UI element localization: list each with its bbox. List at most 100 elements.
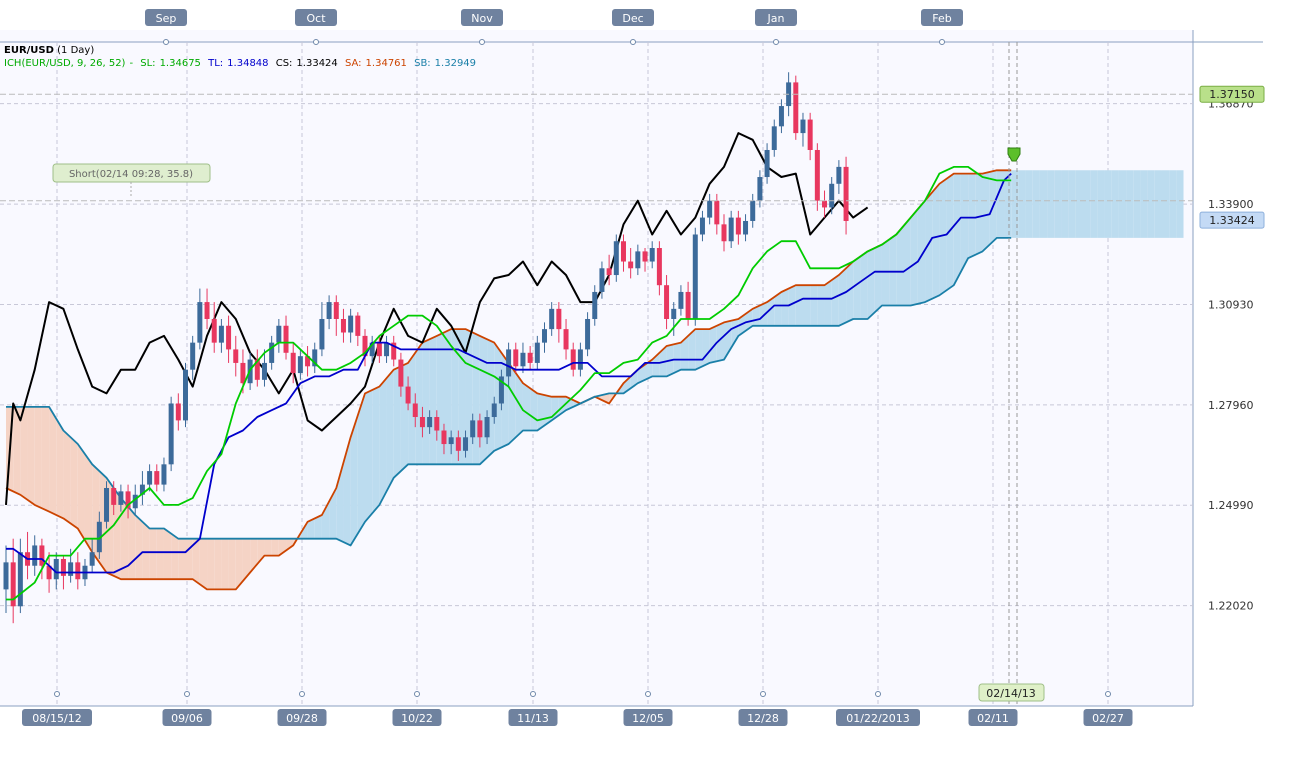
candle[interactable] <box>111 481 117 516</box>
candle[interactable] <box>75 552 81 590</box>
candle[interactable] <box>125 484 131 519</box>
candle[interactable] <box>168 396 174 472</box>
candle[interactable] <box>118 484 124 512</box>
candle[interactable] <box>671 302 677 336</box>
candle[interactable] <box>620 234 626 272</box>
candle[interactable] <box>333 295 339 336</box>
candle[interactable] <box>218 318 224 353</box>
candle[interactable] <box>556 302 562 343</box>
candle[interactable] <box>649 241 655 269</box>
candle[interactable] <box>197 288 203 350</box>
candle[interactable] <box>642 248 648 272</box>
candle[interactable] <box>470 413 476 445</box>
candle[interactable] <box>606 254 612 286</box>
candle[interactable] <box>613 234 619 282</box>
candle[interactable] <box>771 119 777 157</box>
candle[interactable] <box>53 552 59 590</box>
candle[interactable] <box>89 538 95 573</box>
candle[interactable] <box>563 318 569 360</box>
candle[interactable] <box>778 99 784 134</box>
candle[interactable] <box>183 362 188 428</box>
candle[interactable] <box>290 342 296 384</box>
candle[interactable] <box>32 535 38 576</box>
candle[interactable] <box>635 244 641 276</box>
candle[interactable] <box>412 393 418 428</box>
candle[interactable] <box>549 302 555 336</box>
candle[interactable] <box>297 349 303 380</box>
candle[interactable] <box>542 322 547 353</box>
candle[interactable] <box>427 410 433 434</box>
candle[interactable] <box>441 423 447 455</box>
candle[interactable] <box>319 302 325 357</box>
candle[interactable] <box>599 261 605 299</box>
candle[interactable] <box>570 342 576 377</box>
candle[interactable] <box>139 471 145 505</box>
candle[interactable] <box>355 312 361 347</box>
candle[interactable] <box>743 214 749 242</box>
candle[interactable] <box>434 410 440 441</box>
candle[interactable] <box>814 143 820 211</box>
candle[interactable] <box>269 335 275 370</box>
candle[interactable] <box>793 75 799 140</box>
candle[interactable] <box>46 552 52 593</box>
candle[interactable] <box>326 295 332 330</box>
candle[interactable] <box>664 275 670 330</box>
candle[interactable] <box>348 308 354 343</box>
candle[interactable] <box>843 156 849 235</box>
candle[interactable] <box>254 349 260 387</box>
candle[interactable] <box>721 214 727 252</box>
candle[interactable] <box>190 335 196 380</box>
candle[interactable] <box>17 538 23 614</box>
candle[interactable] <box>735 210 741 245</box>
candle[interactable] <box>477 413 483 448</box>
candle[interactable] <box>233 335 239 377</box>
candle[interactable] <box>506 342 512 387</box>
candle[interactable] <box>419 406 425 438</box>
candle[interactable] <box>362 329 368 367</box>
candle[interactable] <box>376 335 382 363</box>
candle[interactable] <box>96 511 102 559</box>
candle[interactable] <box>534 335 540 370</box>
candle[interactable] <box>822 190 828 218</box>
candle[interactable] <box>527 346 533 370</box>
candle[interactable] <box>312 342 318 374</box>
candle[interactable] <box>391 335 397 367</box>
candle[interactable] <box>628 248 634 279</box>
candle[interactable] <box>498 369 504 411</box>
candle[interactable] <box>448 430 454 455</box>
candle[interactable] <box>369 335 375 363</box>
candle[interactable] <box>800 112 806 147</box>
candle[interactable] <box>161 457 167 492</box>
candle[interactable] <box>398 352 404 397</box>
candle[interactable] <box>699 210 705 242</box>
candle[interactable] <box>829 177 835 215</box>
candle[interactable] <box>692 227 698 326</box>
candle[interactable] <box>678 285 684 316</box>
candle[interactable] <box>728 210 734 249</box>
candle[interactable] <box>175 393 181 431</box>
candle[interactable] <box>384 335 390 363</box>
candle[interactable] <box>455 430 461 461</box>
candle[interactable] <box>592 285 598 326</box>
candle[interactable] <box>204 288 210 330</box>
candle[interactable] <box>463 430 469 458</box>
candle[interactable] <box>283 315 289 360</box>
candle[interactable] <box>836 160 842 194</box>
candle[interactable] <box>10 538 16 624</box>
candle[interactable] <box>764 143 770 184</box>
candle[interactable] <box>154 464 160 492</box>
candle[interactable] <box>211 302 217 353</box>
candle[interactable] <box>585 312 591 357</box>
candle[interactable] <box>707 193 713 225</box>
candle[interactable] <box>3 545 9 614</box>
candle[interactable] <box>757 170 763 208</box>
candle[interactable] <box>807 112 813 161</box>
candle[interactable] <box>340 308 346 343</box>
candle[interactable] <box>261 349 267 387</box>
candle[interactable] <box>491 396 497 424</box>
candle[interactable] <box>484 410 490 445</box>
candle[interactable] <box>276 318 282 353</box>
candle[interactable] <box>104 481 110 529</box>
candle[interactable] <box>656 241 662 296</box>
